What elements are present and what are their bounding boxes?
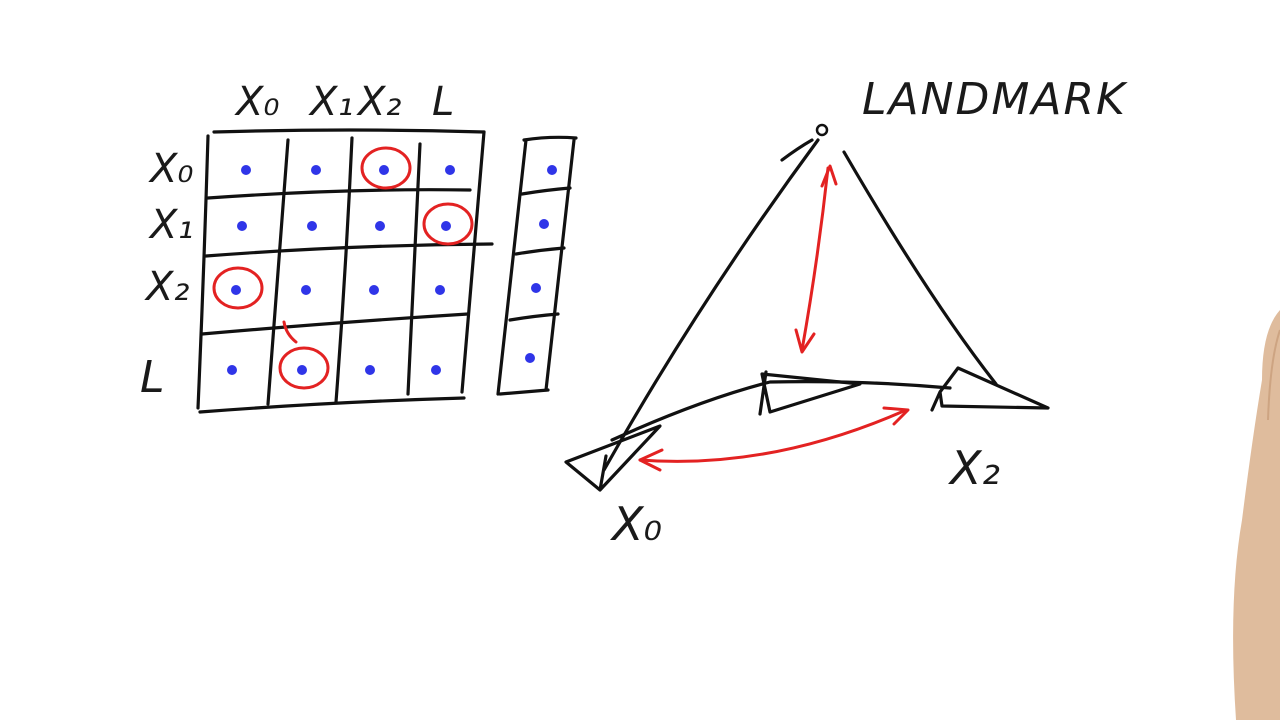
vector-dot	[525, 353, 535, 363]
matrix-hline-2	[204, 242, 494, 258]
pose-label-x2: X₂	[948, 441, 1000, 495]
vector-dots	[525, 165, 557, 363]
matrix-dot	[227, 365, 237, 375]
landmark-to-x1-arrowhead-bottom	[794, 328, 816, 354]
matrix-dot	[445, 165, 455, 175]
matrix-dot	[241, 165, 251, 175]
pose-label-x0: X₀	[610, 497, 662, 551]
matrix-dot	[301, 285, 311, 295]
matrix-dot	[365, 365, 375, 375]
matrix-circled-cell	[360, 146, 412, 190]
presenter-hand	[1233, 310, 1280, 720]
vector-dot	[547, 165, 557, 175]
matrix-hline-1	[206, 188, 472, 200]
matrix-border-left	[196, 134, 210, 410]
landmark-to-x1-arrowhead-top	[820, 164, 838, 188]
measurement-line-landmark-x2	[842, 150, 998, 386]
col-header-l: L	[432, 79, 454, 125]
vector-left-edge	[496, 138, 528, 396]
matrix-dot	[431, 365, 441, 375]
vector-bottom	[498, 388, 550, 396]
matrix-circled-cell	[212, 266, 264, 310]
matrix-dot	[237, 221, 247, 231]
pose-x1-triangle	[758, 370, 862, 416]
matrix-hline-3	[200, 312, 470, 336]
row-header-x1: X₁	[148, 202, 193, 248]
matrix-vline-2	[334, 136, 354, 404]
landmark-to-x1-arrow	[800, 166, 830, 352]
row-header-l: L	[140, 352, 165, 403]
matrix-vline-3	[406, 142, 422, 396]
matrix-dot	[311, 165, 321, 175]
matrix-dot	[375, 221, 385, 231]
vector-hline-1	[520, 186, 572, 196]
information-vector	[496, 135, 578, 396]
matrix-dot	[231, 285, 241, 295]
matrix-border-top	[212, 128, 486, 134]
vector-dot	[539, 219, 549, 229]
vector-hline-3	[508, 312, 560, 322]
vector-top	[522, 135, 578, 142]
row-header-x0: X₀	[148, 146, 193, 192]
matrix-border-right	[460, 130, 486, 394]
x0-x2-double-arrow	[638, 408, 908, 463]
matrix-dot	[435, 285, 445, 295]
x0-x2-arrowhead-right	[882, 406, 910, 426]
pose-landmark-diagram: LANDMARK X₀ X₂	[564, 74, 1128, 551]
landmark-label: LANDMARK	[862, 74, 1128, 125]
matrix-dot	[441, 221, 451, 231]
vector-hline-2	[514, 246, 566, 256]
col-header-x1: X₁	[308, 79, 353, 125]
vector-dot	[531, 283, 541, 293]
matrix-vline-1	[266, 138, 290, 406]
matrix-dot	[297, 365, 307, 375]
circle-stroke-tail	[282, 320, 298, 344]
col-header-x0: X₀	[234, 79, 279, 125]
matrix-dot	[379, 165, 389, 175]
landmark-tick	[780, 138, 814, 162]
pose-x0-triangle	[564, 424, 662, 492]
matrix-dot	[307, 221, 317, 231]
matrix-dot	[369, 285, 379, 295]
row-header-x2: X₂	[144, 264, 189, 310]
information-matrix: X₀ X₁ X₂ L X₀ X₁ X₂ L	[140, 79, 494, 414]
motion-path	[610, 380, 952, 442]
matrix-circles	[212, 146, 474, 390]
x0-x2-arrowhead-left	[638, 448, 664, 472]
measurement-line-x0-landmark	[602, 138, 820, 472]
matrix-dots	[227, 165, 455, 375]
matrix-circled-cell	[278, 346, 330, 390]
col-header-x2: X₂	[356, 79, 401, 125]
landmark-point	[815, 123, 829, 137]
matrix-circled-cell	[422, 202, 474, 246]
vector-right-edge	[544, 138, 576, 392]
pose-x2-triangle	[930, 366, 1050, 412]
matrix-border-bottom	[198, 396, 466, 414]
